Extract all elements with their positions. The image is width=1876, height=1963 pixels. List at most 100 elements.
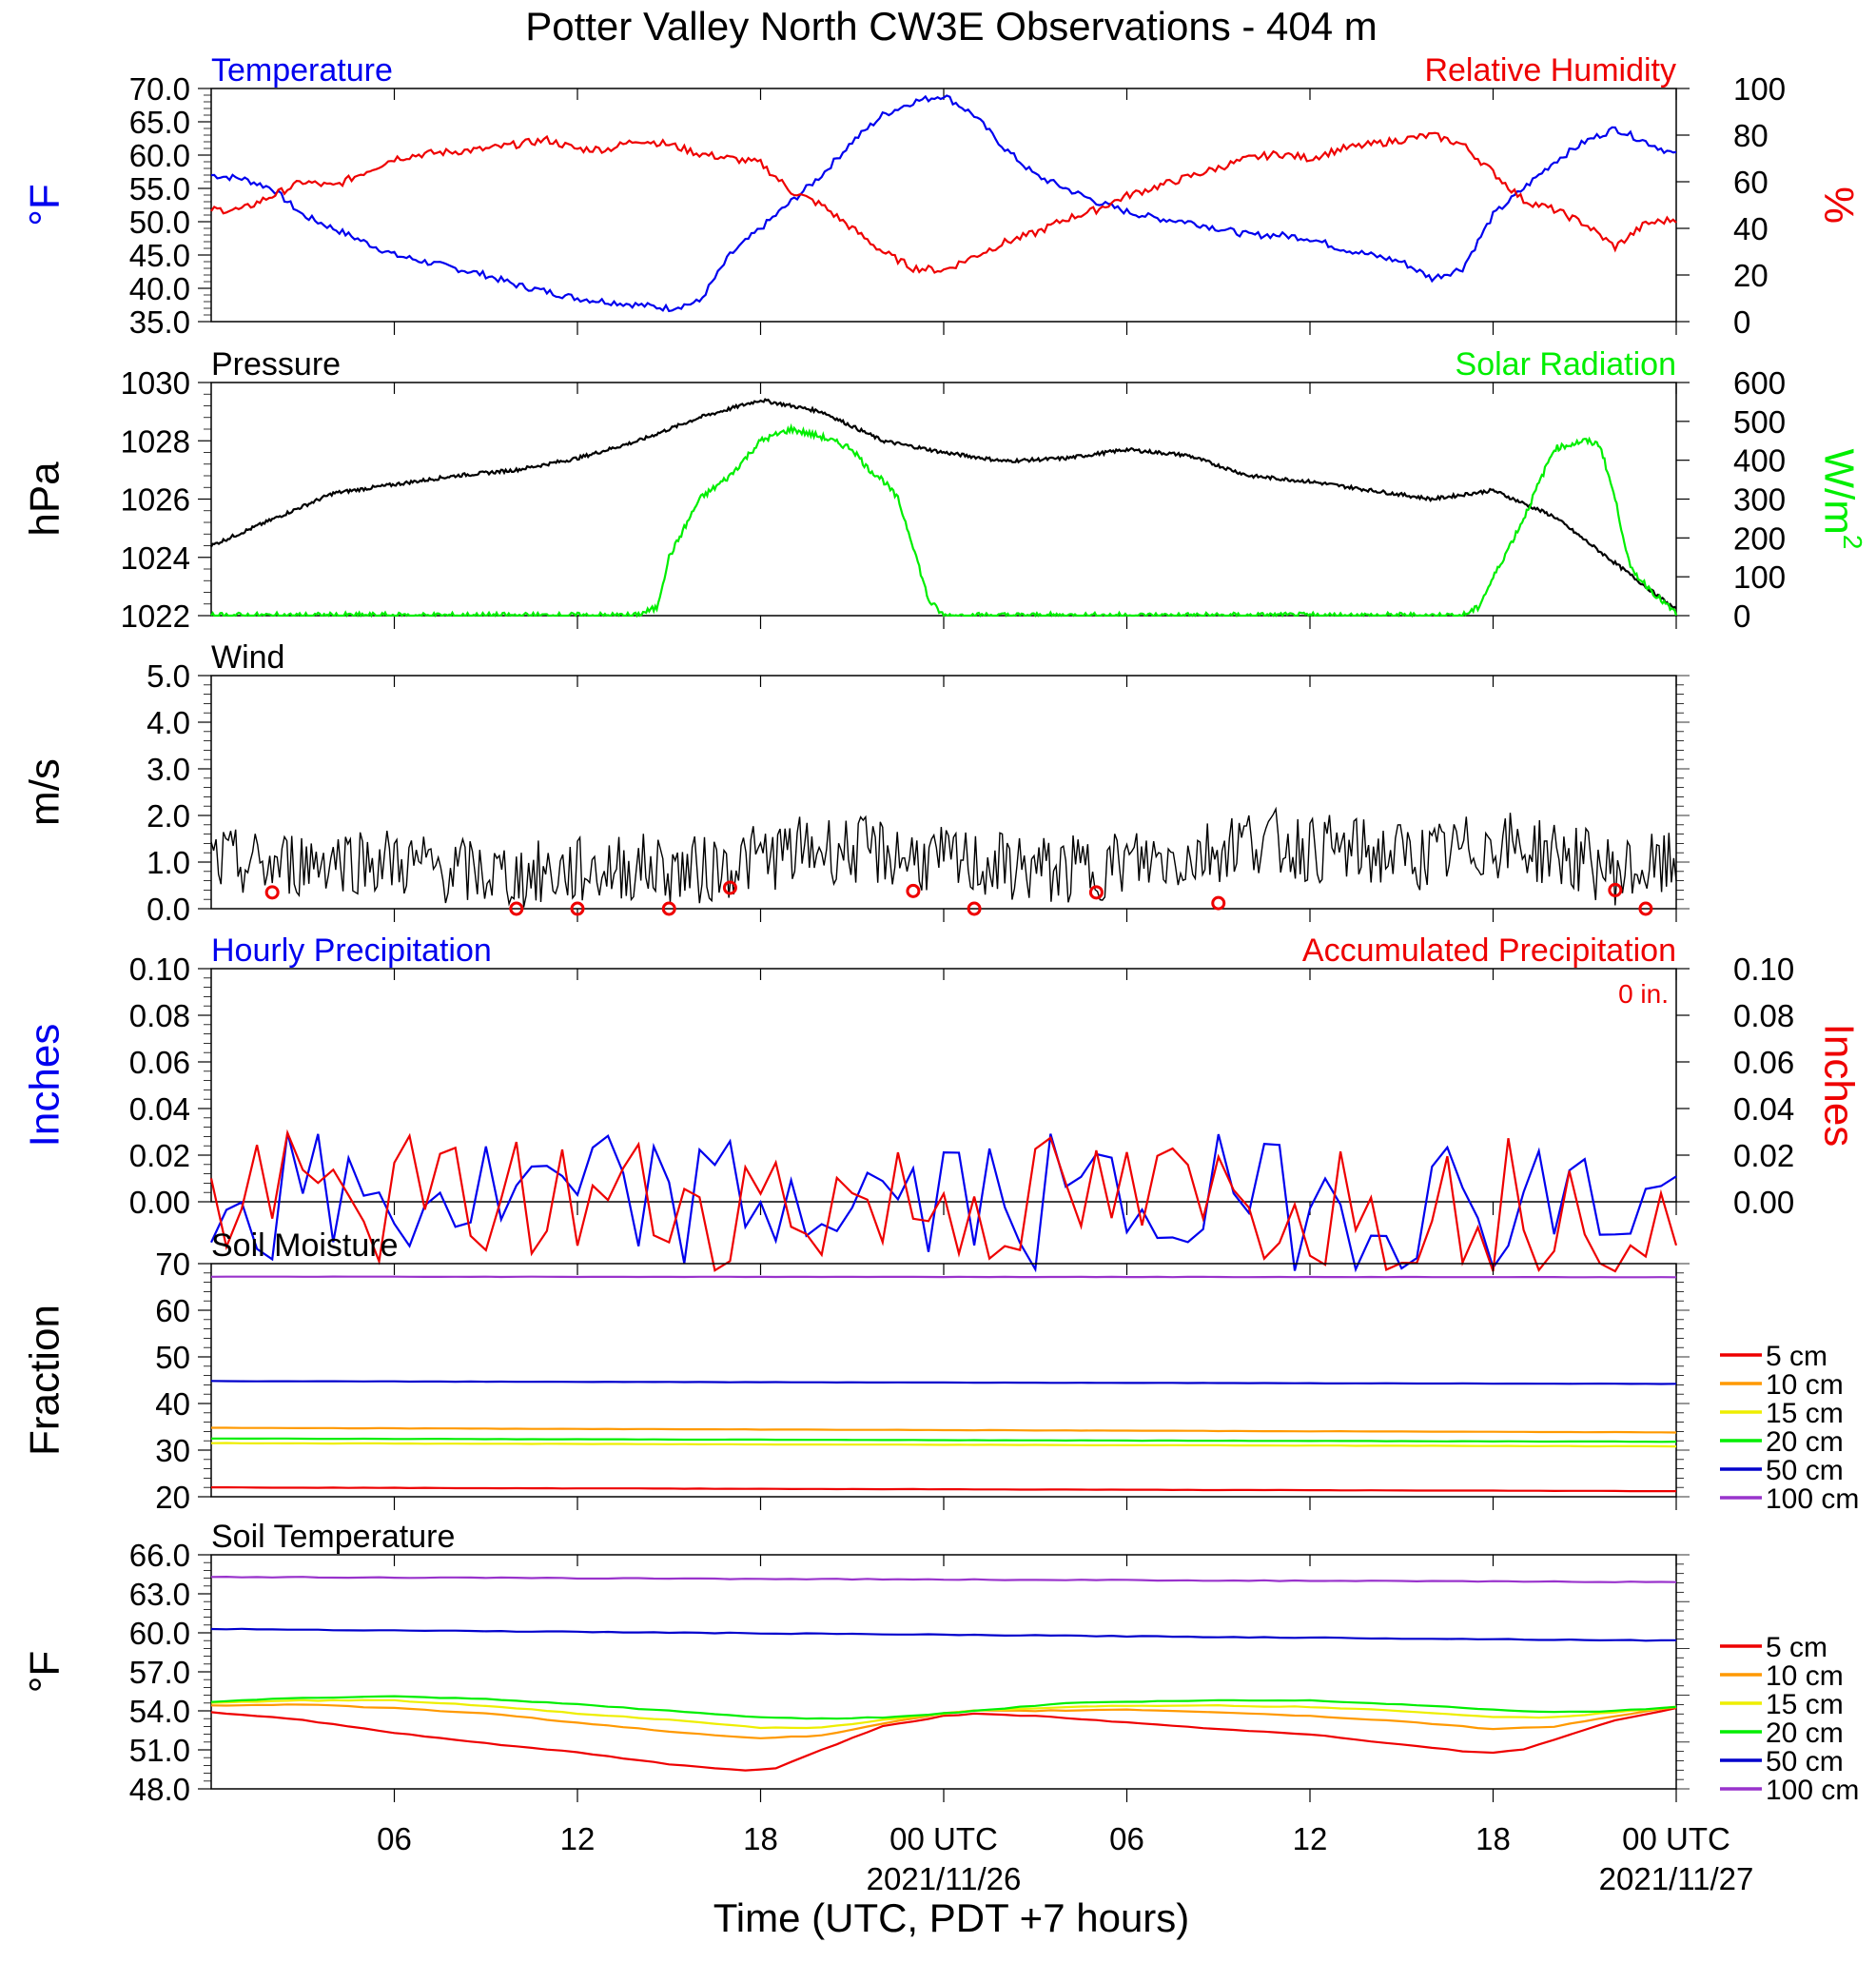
plot-frame: [210, 1263, 1677, 1498]
panel-title-left: Temperature: [211, 52, 393, 88]
x-tick-label: 06: [377, 1821, 412, 1856]
precip-total-annotation: 0 in.: [1618, 979, 1669, 1009]
legend-label: 50 cm: [1766, 1455, 1844, 1486]
y-tick-label-right: 0.10: [1733, 952, 1794, 987]
y-axis-label-superscript: 2: [1838, 535, 1867, 550]
y-tick-label-left: 55.0: [129, 171, 190, 206]
y-tick-label-right: 0: [1733, 304, 1750, 340]
legend-label: 10 cm: [1766, 1660, 1844, 1692]
y-tick-label-right: 100: [1733, 559, 1786, 595]
y-tick-label-left: 51.0: [129, 1733, 190, 1768]
series-10-cm: [210, 1703, 1677, 1739]
panel-soil_moisture: 70 60 50 40 30 20 Soil Moisture Fraction 5 cm10 …: [22, 1227, 1860, 1515]
y-tick-label-left: 50.0: [129, 205, 190, 240]
plot-frame: [210, 675, 1677, 910]
legend-label: 50 cm: [1766, 1746, 1844, 1777]
series-100-cm: [210, 1575, 1677, 1583]
wind-barb-calm-marker: [570, 901, 585, 916]
series-20-cm: [211, 1437, 1677, 1443]
panel-precip: 0.10 0.08 0.06 0.04 0.02 0.00 0.10 0.08 0.06 0.04…: [22, 932, 1862, 1273]
y-tick-label-left: 1026: [121, 482, 190, 518]
y-tick-label-left: 60.0: [129, 1616, 190, 1651]
legend-label: 15 cm: [1766, 1689, 1844, 1720]
y-tick-label-left: 0.00: [129, 1185, 190, 1220]
y-tick-label-right: 0.00: [1733, 1185, 1794, 1220]
panel-title-left: Soil Moisture: [211, 1227, 399, 1264]
x-tick-label: 18: [1475, 1821, 1511, 1856]
y-tick-label-left: 45.0: [129, 238, 190, 273]
panel-title-left: Wind: [211, 639, 284, 676]
series-100-cm: [210, 1275, 1677, 1279]
series-5-cm: [210, 1707, 1677, 1772]
series-hourly-precipitation: [210, 1132, 1677, 1273]
wind-barb-calm-marker: [264, 885, 280, 900]
y-tick-label-right: 100: [1733, 71, 1786, 107]
y-tick-label-left: 1024: [121, 540, 190, 576]
y-tick-label-left: 1022: [121, 599, 190, 634]
x-tick-label: 18: [743, 1821, 778, 1856]
panels: 70.065.060.055.050.045.040.035.010080604…: [22, 52, 1867, 1807]
plot-frame: [210, 1554, 1677, 1790]
x-tick-label: 00 UTC: [1622, 1821, 1730, 1856]
y-tick-label-right: 500: [1733, 404, 1786, 440]
x-tick-label: 00 UTC: [889, 1821, 998, 1856]
legend-label: 20 cm: [1766, 1426, 1844, 1458]
chart-title: Potter Valley North CW3E Observations - …: [525, 4, 1378, 49]
y-axis-label-right: %: [1815, 186, 1862, 224]
x-tick-date-label: 2021/11/26: [867, 1861, 1022, 1896]
series-temperature: [210, 94, 1677, 313]
series-solar-radiation: [210, 422, 1678, 618]
y-tick-label-right: 40: [1733, 211, 1769, 246]
y-tick-label-right: 20: [1733, 258, 1769, 293]
series-10-cm: [211, 1426, 1677, 1434]
y-tick-label-left: 54.0: [129, 1694, 190, 1729]
x-tick-label: 06: [1109, 1821, 1144, 1856]
y-tick-label-left: 0.10: [129, 952, 190, 987]
y-tick-label-right: 80: [1733, 118, 1769, 153]
y-tick-label-left: 20: [155, 1480, 190, 1515]
x-tick-date-label: 2021/11/27: [1599, 1861, 1754, 1896]
wind-barb-calm-marker: [1638, 901, 1653, 916]
plot-frame: [210, 88, 1677, 323]
y-tick-label-left: 3.0: [147, 752, 190, 787]
y-tick-label-right: 0.08: [1733, 998, 1794, 1033]
wind-barb-calm-marker: [1608, 882, 1623, 897]
series-15-cm: [210, 1442, 1677, 1448]
panel-temp_rh: 70.065.060.055.050.045.040.035.0 100 80 60 4…: [22, 52, 1863, 340]
wind-barb-calm-marker: [906, 883, 921, 898]
y-tick-label-left: 0.06: [129, 1045, 190, 1080]
y-tick-label-left: 5.0: [147, 658, 190, 694]
y-tick-label-left: 40.0: [129, 271, 190, 306]
y-tick-label-right: 400: [1733, 443, 1786, 479]
y-tick-label-left: 60.0: [129, 138, 190, 173]
legend-label: 15 cm: [1766, 1398, 1844, 1429]
wind-barb-calm-marker: [509, 901, 524, 916]
y-tick-label-left: 70: [155, 1247, 190, 1282]
legend-label: 20 cm: [1766, 1718, 1844, 1749]
y-axis-label-right: W/m2: [1815, 449, 1867, 550]
y-tick-label-left: 60: [155, 1293, 190, 1328]
panel-wind: 5.0 4.0 3.0 2.0 1.0 0.0 Wind m/s: [22, 639, 1690, 927]
series-wind-speed: [210, 806, 1677, 908]
wind-barb-calm-marker: [967, 901, 982, 916]
y-axis-label-left: m/s: [22, 758, 68, 826]
y-tick-label-left: 40: [155, 1386, 190, 1422]
panel-title-left: Hourly Precipitation: [211, 932, 492, 969]
y-tick-label-left: 2.0: [147, 798, 190, 834]
panel-title-right: Relative Humidity: [1424, 52, 1676, 88]
wind-barb-calm-marker: [722, 880, 737, 895]
y-tick-label-left: 48.0: [129, 1772, 190, 1807]
y-tick-label-left: 35.0: [129, 304, 190, 340]
y-tick-label-left: 57.0: [129, 1655, 190, 1690]
y-tick-label-right: 0.04: [1733, 1091, 1794, 1127]
y-tick-label-right: 600: [1733, 365, 1786, 401]
y-tick-label-left: 66.0: [129, 1538, 190, 1573]
series-5-cm: [211, 1486, 1676, 1493]
y-tick-label-left: 4.0: [147, 705, 190, 740]
wind-barb-calm-marker: [661, 901, 676, 916]
